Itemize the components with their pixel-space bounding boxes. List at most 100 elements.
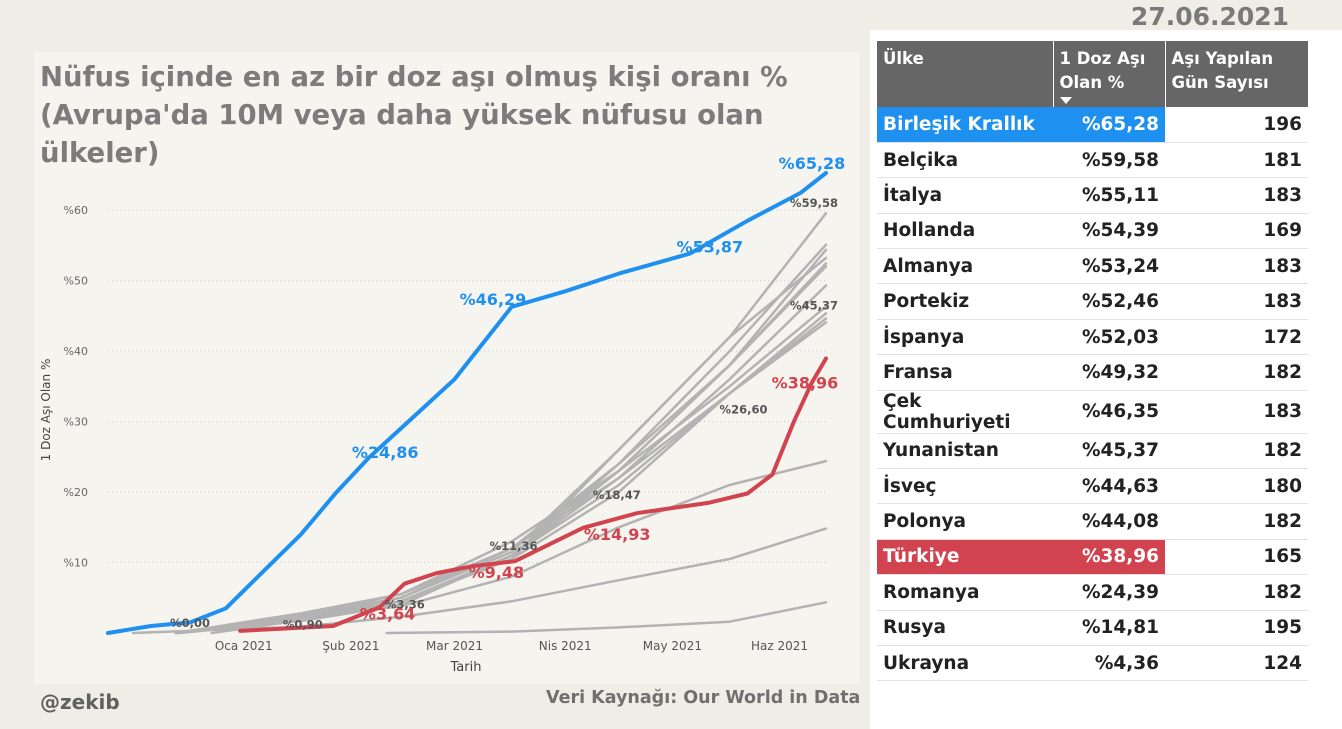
table-row[interactable]: Portekiz %52,46 183	[877, 283, 1308, 320]
cell-days: 182	[1165, 574, 1308, 611]
table-row[interactable]: Belçika %59,58 181	[877, 142, 1308, 179]
data-label: %11,36	[490, 539, 538, 553]
cell-days: 165	[1165, 539, 1308, 576]
author-handle: @zekib	[40, 690, 120, 714]
column-header-pct[interactable]: 1 Doz Aşı Olan %	[1053, 41, 1166, 107]
table-row[interactable]: Çek Cumhuriyeti %46,35 183	[877, 390, 1308, 434]
x-tick-label: Oca 2021	[215, 639, 273, 653]
report-date: 27.06.2021	[1130, 2, 1290, 31]
x-tick-label: Haz 2021	[751, 639, 808, 653]
y-axis-title: 1 Doz Aşı Olan %	[39, 359, 53, 462]
column-header-days[interactable]: Aşı Yapılan Gün Sayısı	[1165, 41, 1308, 107]
cell-days: 195	[1165, 610, 1308, 646]
data-label: %53,87	[677, 237, 744, 256]
cell-country: Fransa	[877, 354, 1053, 391]
series-line-çek-cumhuriyeti	[174, 305, 828, 635]
table-row[interactable]: İsveç %44,63 180	[877, 468, 1308, 505]
x-tick-label: Nis 2021	[539, 639, 592, 653]
cell-country: Belçika	[877, 142, 1053, 179]
column-header-country[interactable]: Ülke	[877, 41, 1054, 107]
cell-days: 196	[1165, 107, 1308, 143]
cell-pct: %49,32	[1053, 354, 1165, 391]
column-header-label: Ülke	[883, 49, 924, 68]
cell-pct: %65,28	[1053, 107, 1165, 143]
y-tick-label: %40	[64, 345, 88, 358]
data-label: %0,00	[170, 616, 210, 630]
x-axis-title: Tarih	[450, 660, 482, 675]
data-label: %18,47	[593, 488, 641, 502]
cell-country: Rusya	[877, 610, 1053, 646]
table-row[interactable]: Polonya %44,08 182	[877, 503, 1308, 540]
cell-pct: %53,24	[1053, 248, 1165, 285]
table-row[interactable]: Fransa %49,32 182	[877, 354, 1308, 391]
series-line-romanya	[174, 459, 828, 635]
data-label: %24,86	[352, 443, 419, 462]
data-label: %26,60	[720, 403, 768, 417]
cell-days: 183	[1165, 390, 1308, 434]
data-label: %0,90	[283, 618, 323, 632]
x-tick-label: Şub 2021	[322, 639, 379, 653]
table-row[interactable]: Birleşik Krallık %65,28 196	[877, 107, 1308, 143]
cell-pct: %44,08	[1053, 503, 1165, 540]
series-line-yunanistan	[174, 312, 828, 635]
cell-pct: %45,37	[1053, 433, 1165, 470]
cell-days: 183	[1165, 248, 1308, 285]
cell-days: 183	[1165, 177, 1308, 214]
data-labels: %0,00 %0,90 %3,36 %11,36 %18,47 %26,60 %45,37%…	[170, 154, 845, 632]
y-axis: %10 %20 %30 %40 %50 %60	[64, 204, 88, 569]
y-tick-label: %10	[64, 557, 88, 570]
column-header-label: Aşı Yapılan Gün Sayısı	[1171, 49, 1274, 92]
grid-lines	[108, 209, 826, 564]
x-axis: Oca 2021 Şub 2021 Mar 2021 Nis 2021 May 2021…	[215, 639, 808, 653]
table-row[interactable]: Hollanda %54,39 169	[877, 213, 1308, 250]
table-row[interactable]: İspanya %52,03 172	[877, 319, 1308, 356]
chart-title: Nüfus içinde en az bir doz aşı olmuş kiş…	[40, 61, 788, 169]
data-label: %3,64	[360, 604, 416, 623]
cell-pct: %4,36	[1053, 645, 1165, 682]
cell-pct: %59,58	[1053, 142, 1165, 179]
cell-pct: %24,39	[1053, 574, 1165, 611]
column-header-label: 1 Doz Aşı Olan %	[1059, 49, 1146, 92]
table-row[interactable]: Romanya %24,39 182	[877, 574, 1308, 611]
table-header-row: Ülke 1 Doz Aşı Olan % Aşı Yapılan Gün Sa…	[877, 41, 1308, 107]
data-label: %65,28	[779, 154, 846, 173]
cell-country: Yunanistan	[877, 433, 1053, 470]
table-row[interactable]: Rusya %14,81 195	[877, 610, 1308, 646]
cell-days: 182	[1165, 433, 1308, 470]
x-tick-label: May 2021	[643, 639, 702, 653]
cell-days: 181	[1165, 142, 1308, 179]
cell-days: 183	[1165, 283, 1308, 320]
cell-pct: %14,81	[1053, 610, 1165, 646]
country-table-panel: Ülke 1 Doz Aşı Olan % Aşı Yapılan Gün Sa…	[870, 30, 1342, 729]
table-row[interactable]: Ukrayna %4,36 124	[877, 645, 1308, 682]
cell-country: İtalya	[877, 177, 1053, 214]
y-tick-label: %50	[64, 275, 88, 288]
data-label: %59,58	[790, 196, 838, 210]
cell-country: İspanya	[877, 319, 1053, 356]
series-line-ukrayna	[385, 601, 828, 635]
cell-country: Hollanda	[877, 213, 1053, 250]
cell-country: Çek Cumhuriyeti	[877, 390, 1053, 434]
sort-descending-icon[interactable]	[1059, 97, 1072, 104]
table-row[interactable]: İtalya %55,11 183	[877, 177, 1308, 214]
line-chart: %10 %20 %30 %40 %50 %60 Oca 2021 Şub 2021 Mar 2…	[39, 154, 845, 675]
cell-days: 182	[1165, 354, 1308, 391]
table-row[interactable]: Yunanistan %45,37 182	[877, 433, 1308, 470]
series-line-polonya	[174, 321, 828, 635]
cell-country: Romanya	[877, 574, 1053, 611]
x-tick-label: Mar 2021	[426, 639, 483, 653]
cell-pct: %38,96	[1053, 539, 1165, 576]
cell-country: Polonya	[877, 503, 1053, 540]
cell-country: Birleşik Krallık	[877, 107, 1053, 143]
cell-pct: %52,46	[1053, 283, 1165, 320]
cell-days: 172	[1165, 319, 1308, 356]
cell-days: 182	[1165, 503, 1308, 540]
data-label: %38,96	[772, 373, 839, 392]
table-row[interactable]: Türkiye %38,96 165	[877, 539, 1308, 576]
cell-pct: %44,63	[1053, 468, 1165, 505]
cell-pct: %52,03	[1053, 319, 1165, 356]
data-label: %3,36	[385, 597, 425, 611]
table-row[interactable]: Almanya %53,24 183	[877, 248, 1308, 285]
series-line-türkiye	[238, 356, 828, 633]
y-tick-label: %60	[64, 204, 88, 217]
